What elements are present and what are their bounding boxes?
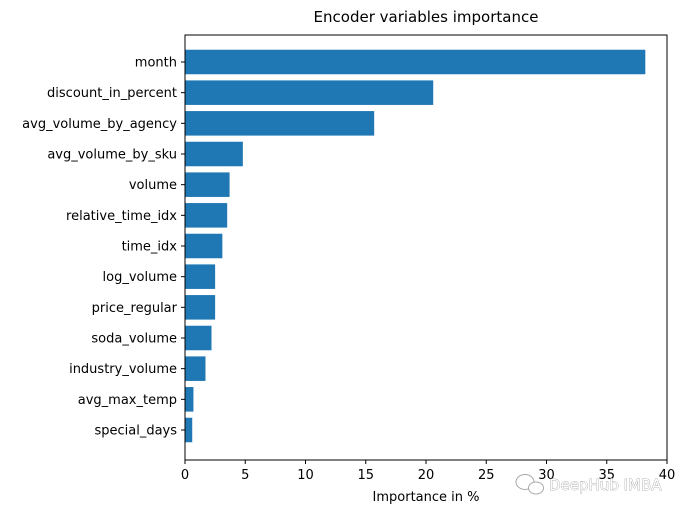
x-tick-label: 0	[181, 468, 189, 483]
y-tick-label: relative_time_idx	[66, 209, 177, 224]
x-tick-label: 10	[297, 468, 314, 483]
y-tick-label: discount_in_percent	[47, 86, 177, 101]
y-tick-label: volume	[129, 178, 177, 193]
y-tick-label: time_idx	[122, 240, 178, 255]
y-tick-label: soda_volume	[91, 332, 177, 347]
bars-group	[185, 49, 646, 443]
y-tick-label: special_days	[94, 424, 177, 439]
x-tick-label: 25	[478, 468, 495, 483]
x-tick-label: 35	[598, 468, 615, 483]
chart-title: Encoder variables importance	[314, 8, 539, 26]
x-tick-label: 15	[357, 468, 374, 483]
bar-volume	[185, 172, 230, 197]
bar-discount-in-percent	[185, 80, 434, 105]
y-tick-label: avg_volume_by_sku	[47, 148, 177, 163]
y-tick-label: avg_max_temp	[78, 393, 177, 408]
y-tick-label: avg_volume_by_agency	[22, 117, 177, 132]
bar-avg-volume-by-agency	[185, 111, 375, 136]
watermark-text: DeepHub IMBA	[549, 476, 662, 494]
bar-log-volume	[185, 264, 216, 289]
bar-avg-volume-by-sku	[185, 141, 243, 167]
plot-frame	[184, 34, 668, 461]
bar-month	[185, 49, 646, 75]
x-tick-label: 30	[538, 468, 555, 483]
bar-time-idx	[185, 233, 223, 259]
x-axis-ticks: 0 5 10 15 20 25 30 35 40	[181, 460, 675, 483]
bar-soda-volume	[185, 325, 212, 351]
bar-relative-time-idx	[185, 203, 228, 228]
x-tick-label: 20	[418, 468, 435, 483]
x-tick-label: 5	[241, 468, 249, 483]
bar-price-regular	[185, 295, 216, 320]
y-tick-label: industry_volume	[69, 362, 177, 377]
y-tick-label: log_volume	[103, 270, 177, 285]
watermark: DeepHub IMBA	[515, 474, 663, 495]
bar-industry-volume	[185, 356, 206, 381]
y-tick-label: month	[135, 56, 177, 71]
y-tick-label: price_regular	[92, 301, 178, 316]
x-tick-label: 40	[659, 468, 676, 483]
bar-special-days	[185, 417, 193, 443]
wechat-icon	[515, 474, 544, 495]
bar-avg-max-temp	[185, 387, 194, 412]
x-axis-label: Importance in %	[373, 490, 480, 505]
y-axis-ticks: month discount_in_percent avg_volume_by_ag…	[22, 56, 185, 439]
